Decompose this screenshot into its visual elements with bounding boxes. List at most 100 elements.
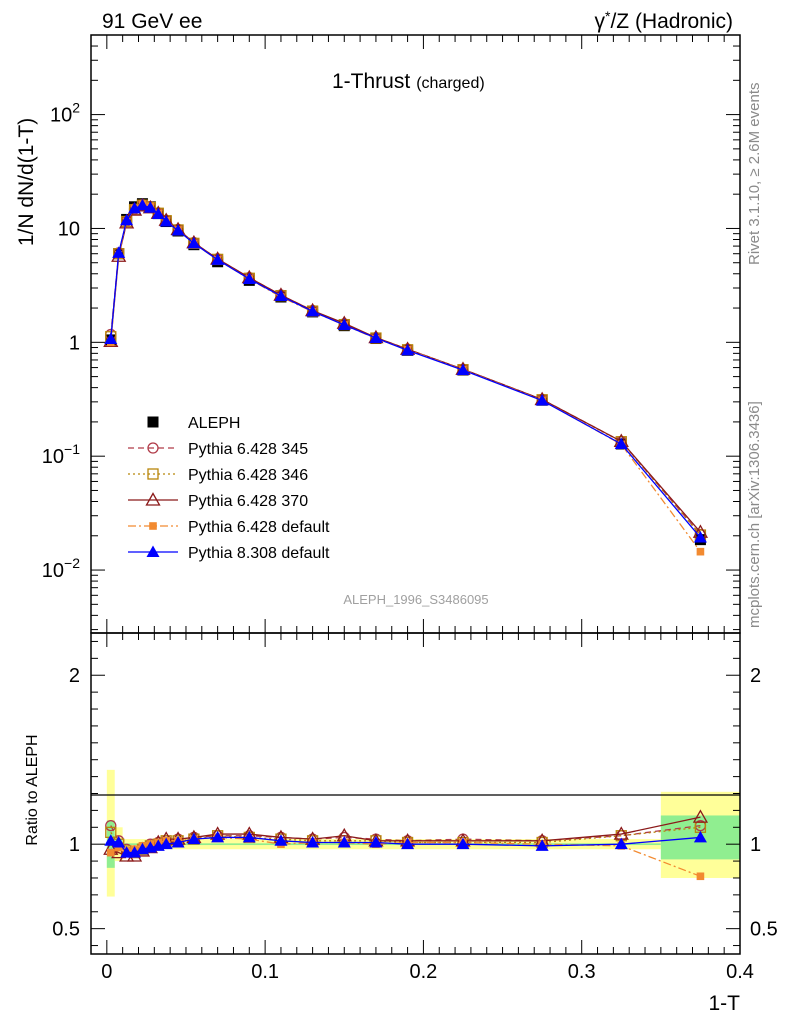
main-subtitle: (charged) [416,75,484,92]
legend-marker [149,522,157,530]
data-point [135,198,149,211]
ratio-y-ticks: 0.5 0.5 1 1 2 2 [52,640,778,947]
data-point [337,835,351,848]
rivet-label: Rivet 3.1.10, ≥ 2.6M events [746,83,763,266]
data-point [696,547,705,556]
data-point [211,253,225,265]
ratio-ylabel: Ratio to ALEPH [24,734,41,845]
legend-item-pythia-6-428-default: Pythia 6.428 default [128,519,330,536]
data-point [401,837,415,850]
data-point [187,832,201,845]
data-point [614,837,628,850]
data-point [159,837,173,850]
mcplots-label: mcplots.cern.ch [arXiv:1306.3436] [746,401,763,628]
legend-label: Pythia 8.308 default [188,545,330,562]
legend-item-pythia-6-428-345: Pythia 6.428 345 [128,441,308,458]
data-point [105,819,117,832]
x-tick-label: 0.3 [568,961,596,983]
data-point [187,236,201,249]
x-tick-label: 0.2 [410,961,438,983]
main-title-text: 1-Thrust [332,70,410,93]
legend-item-pythia-6-428-346: Pythia 6.428 346 [128,467,308,484]
data-point [112,246,126,258]
main-ylabel: 1/N dN/d(1-T) [15,118,38,246]
data-point [306,835,320,848]
header-right-sup: * [605,8,611,24]
main-series-layer [103,198,709,556]
main-y-tick-label: 10−1 [42,441,80,468]
data-point [696,872,705,881]
data-point [151,207,165,219]
data-point [104,834,118,846]
legend-marker [146,545,160,557]
data-point [211,830,225,843]
data-point [401,343,415,356]
series-pythia-6-428-346 [105,199,707,541]
series-line [110,204,701,538]
data-point [692,809,709,823]
header-left: 91 GeV ee [102,10,202,33]
x-tick-label: 0.4 [726,961,754,983]
header-right-suffix: /Z (Hadronic) [610,10,733,33]
series-pythia-8-308-default [104,830,707,858]
legend-label: Pythia 6.428 370 [188,493,308,510]
watermark: ALEPH_1996_S3486095 [343,592,488,607]
data-point [242,272,256,284]
main-y-tick-base: 10 [42,560,64,582]
data-point [456,837,470,850]
ratio-y-tick-label-right: 0.5 [750,919,778,941]
data-point [106,848,115,857]
ratio-y-tick-label-right: 1 [750,834,761,856]
legend-label: Pythia 6.428 default [188,519,330,536]
data-point [456,363,470,376]
legend-item-pythia-8-308-default: Pythia 8.308 default [128,545,330,562]
legend-marker [145,492,161,506]
main-frame [90,34,741,634]
ratio-x-ticks: 0 0.1 0.2 0.3 0.4 [101,633,754,983]
data-point [693,830,707,843]
data-point [104,332,118,344]
ratio-series-layer [103,809,709,881]
main-y-tick-label: 10 [58,218,80,240]
main-y-tick-exp: 2 [72,100,80,116]
main-y-tick-exp: −1 [64,441,80,457]
series-pythia-6-428-345 [105,198,707,541]
series-pythia-8-308-default [104,198,707,543]
main-y-tick-label: 102 [50,100,80,127]
main-y-tick-label: 1 [69,332,80,354]
x-tick-label: 0 [101,961,112,983]
legend-label: ALEPH [188,415,240,432]
main-title: 1-Thrust (charged) [332,70,485,93]
data-point [112,835,126,848]
data-point [111,844,127,859]
ratio-panel: 0.5 0.51 12 2 0 0.1 0.2 0.3 0.4 Ratio to ALEPH … [24,632,778,1015]
legend-marker [147,468,159,480]
legend-label: Pythia 6.428 345 [188,441,308,458]
x-axis-label: 1-T [709,992,741,1015]
data-point [143,201,157,213]
main-y-tick-label: 10−2 [42,555,80,582]
data-point [369,835,383,848]
data-point [306,304,320,317]
main-y-tick-base: 10 [58,218,80,240]
data-point [693,531,707,543]
header-right: γ*/Z (Hadronic) [595,8,733,33]
legend-item-pythia-6-428-370: Pythia 6.428 370 [128,492,308,510]
main-y-tick-base: 1 [69,332,80,354]
ratio-y-tick-label-right: 2 [750,665,761,687]
data-point [159,215,173,227]
header-right-prefix: γ [595,10,606,33]
main-y-tick-base: 10 [50,105,72,127]
legend: ALEPH Pythia 6.428 345 Pythia 6.428 346 Pyt… [128,415,330,562]
data-point [369,331,383,344]
legend-label: Pythia 6.428 346 [188,467,308,484]
ratio-frame [90,632,741,955]
data-point [128,846,142,858]
legend-marker [147,416,159,428]
data-point [171,835,185,848]
data-point [128,201,142,214]
data-point [535,394,549,406]
main-x-ticks [106,35,741,633]
data-point [242,830,256,843]
